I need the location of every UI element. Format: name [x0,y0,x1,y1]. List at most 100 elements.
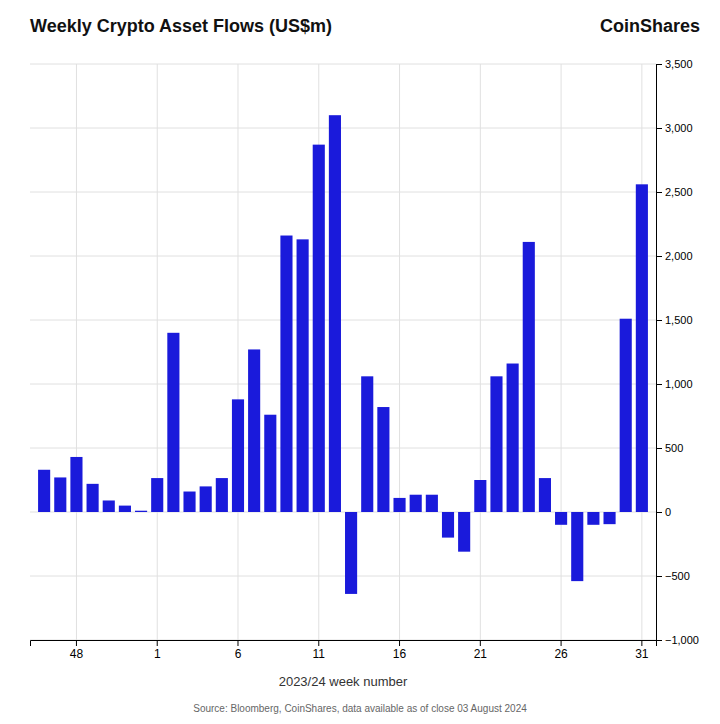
tick-label: 31 [635,647,649,661]
bar [426,495,438,512]
tick-label: 3,500 [665,58,693,70]
grid-line [30,256,656,257]
bar [636,184,648,512]
grid-line [30,192,656,193]
bar [264,415,276,512]
tick-label: 21 [474,647,488,661]
x-axis-title: 2023/24 week number [279,674,408,689]
tick-label: 1,500 [665,314,693,326]
grid-line [30,384,656,385]
tick: 1,000 [656,378,693,390]
tick: 3,000 [656,122,693,134]
bar [345,512,357,594]
bar [442,512,454,538]
grid [30,64,656,640]
bar [297,239,309,512]
tick: 31 [635,640,649,661]
grid-line [561,64,562,640]
tick: −1,000 [656,634,699,646]
bar [200,486,212,512]
axis-line [657,65,663,641]
tick: 26 [554,640,568,661]
bar [70,457,82,512]
bar [539,478,551,512]
bar [474,480,486,512]
tick-mark [656,256,662,257]
grid-line [30,128,656,129]
bar [167,333,179,512]
tick-label: −500 [665,570,690,582]
tick-label: 16 [393,647,407,661]
bar [620,319,632,512]
y-axis: −1,000 −500 0 500 1,000 1,500 2,000 2,500 3,000 3… [656,58,699,646]
bar [377,407,389,512]
grid-line [30,576,656,577]
tick-label: 2,500 [665,186,693,198]
tick: 2,000 [656,250,693,262]
bar [523,242,535,512]
tick-label: 0 [665,506,671,518]
plot: −1,000 −500 0 500 1,000 1,500 2,000 2,500 3,000 3… [30,58,699,661]
tick-label: 48 [70,647,84,661]
bar [183,492,195,512]
tick-mark [76,640,77,646]
grid-line [30,448,656,449]
bar [361,376,373,512]
tick-mark [480,640,481,646]
tick-label: 11 [313,647,326,661]
grid-line [399,64,400,640]
tick-mark [656,512,662,513]
bar [151,478,163,512]
tick: 2,500 [656,186,693,198]
tick: 500 [656,442,683,454]
grid-line [480,64,481,640]
title: Weekly Crypto Asset Flows (US$m) [30,16,332,36]
axis-line [31,641,657,647]
tick-mark [656,448,662,449]
bar [119,506,131,512]
bar [216,478,228,512]
tick-label: 3,000 [665,122,693,134]
grid-line [157,64,158,640]
tick-mark [656,64,662,65]
tick-label: −1,000 [665,634,699,646]
grid-line [30,320,656,321]
tick-mark [157,640,158,646]
bar [555,512,567,525]
tick: 0 [656,506,671,518]
bar [248,349,260,512]
tick-mark [561,640,562,646]
tick-mark [656,384,662,385]
source-note: Source: Bloomberg, CoinShares, data avai… [193,703,527,714]
bar [410,495,422,512]
tick-label: 6 [235,647,242,661]
tick-mark [237,640,238,646]
grid-line [237,64,238,640]
tick-mark [318,640,319,646]
tick: −500 [656,570,690,582]
bar [587,512,599,525]
bar [232,399,244,512]
tick-label: 1,000 [665,378,693,390]
tick: 21 [474,640,488,661]
bar [313,145,325,512]
bar [38,470,50,512]
tick-mark [641,640,642,646]
tick-mark [656,128,662,129]
tick: 11 [313,640,326,661]
bar [280,236,292,512]
bar [54,477,66,512]
bar [329,115,341,512]
bar [507,364,519,512]
grid-line [30,64,656,65]
tick-label: 26 [554,647,568,661]
bar [87,484,99,512]
tick-label: 2,000 [665,250,693,262]
chart: −1,000 −500 0 500 1,000 1,500 2,000 2,500 3,000 3… [0,0,720,724]
tick: 1,500 [656,314,693,326]
bar [135,511,147,512]
tick-mark [656,320,662,321]
bar [393,498,405,512]
tick: 16 [393,640,407,661]
tick-label: 1 [154,647,161,661]
